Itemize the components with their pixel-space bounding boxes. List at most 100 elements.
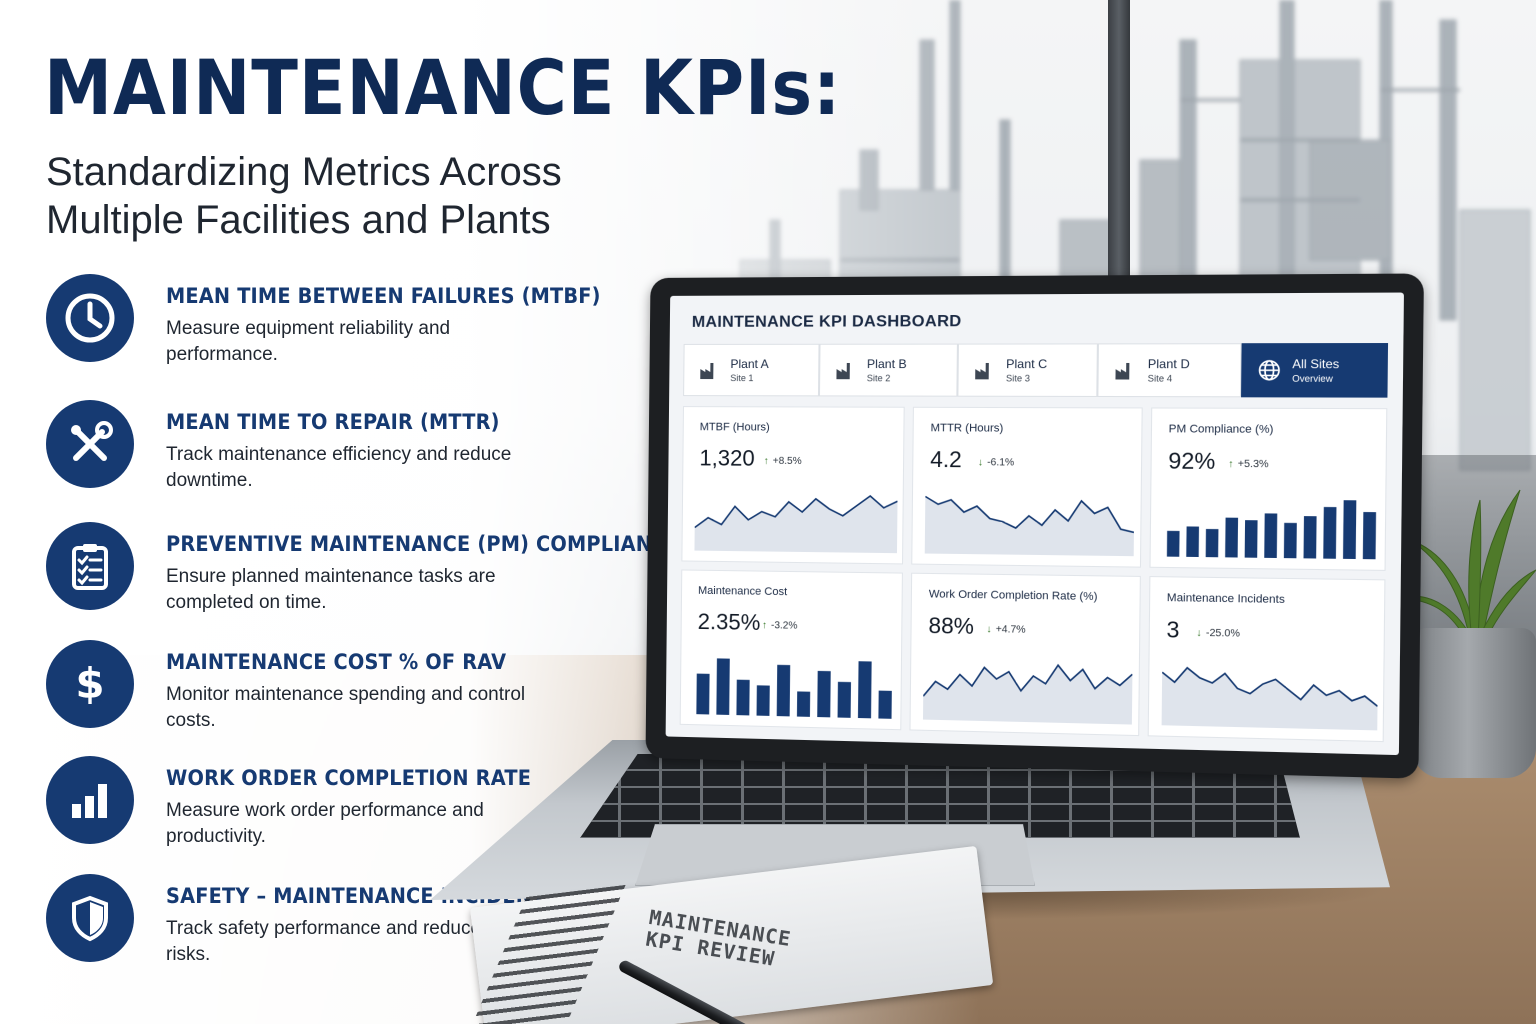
delta-value: +8.5% — [772, 455, 802, 468]
bar-chart-icon — [46, 756, 134, 844]
kpi-title: MEAN TIME BETWEEN FAILURES (MTBF) — [166, 284, 601, 308]
chart-bar — [1362, 512, 1376, 560]
chart-bar — [796, 691, 811, 717]
tab-subtitle: Site 2 — [866, 373, 891, 384]
tab-plant-d[interactable]: Plant D Site 4 — [1097, 343, 1242, 398]
chart-bar — [1342, 500, 1356, 560]
tab-subtitle: Site 3 — [1005, 373, 1031, 384]
card-chart — [925, 492, 1135, 557]
chart-bar — [1244, 520, 1258, 558]
tab-subtitle: Site 1 — [730, 373, 754, 384]
card-value: 92% — [1168, 447, 1216, 475]
card-chart — [1161, 663, 1377, 731]
card-maintenance-incidents[interactable]: Maintenance Incidents 3 ↓ -25.0% — [1147, 576, 1386, 743]
trend-arrow-icon: ↑ — [1228, 458, 1234, 471]
chart-bar — [1224, 517, 1238, 558]
card-label: Maintenance Incidents — [1166, 591, 1285, 607]
card-chart — [923, 658, 1133, 725]
chart-bar — [1263, 513, 1277, 559]
tab-plant-b[interactable]: Plant B Site 2 — [818, 343, 958, 397]
svg-text:$: $ — [75, 659, 104, 708]
card-delta: ↑ -3.2% — [762, 620, 798, 632]
chart-bar — [1322, 506, 1337, 559]
chart-bar — [776, 664, 791, 717]
delta-value: -6.1% — [987, 457, 1015, 469]
dashboard-title: MAINTENANCE KPI DASHBOARD — [691, 312, 962, 331]
chart-area — [694, 494, 898, 554]
kpi-item-mttr: MEAN TIME TO REPAIR (MTTR) Track mainten… — [46, 400, 646, 510]
card-value: 4.2 — [930, 446, 962, 473]
card-pm-compliance[interactable]: PM Compliance (%) 92% ↑ +5.3% — [1149, 407, 1388, 571]
kpi-item-mtbf: MEAN TIME BETWEEN FAILURES (MTBF) Measur… — [46, 274, 646, 384]
card-chart — [696, 658, 892, 719]
card-value: 1,320 — [699, 445, 755, 471]
card-chart — [1166, 500, 1376, 560]
tab-all-sites[interactable]: All Sites Overview — [1241, 343, 1389, 398]
tab-subtitle: Site 4 — [1147, 373, 1173, 384]
delta-value: +4.7% — [995, 624, 1026, 636]
trend-arrow-icon: ↓ — [986, 623, 992, 636]
chart-bar — [1303, 516, 1317, 559]
shield-icon — [46, 874, 134, 962]
dashboard-screen: MAINTENANCE KPI DASHBOARD Plant A Site 1 … — [665, 292, 1404, 756]
trend-arrow-icon: ↑ — [761, 619, 768, 632]
kpi-description: Ensure planned maintenance tasks are com… — [166, 566, 496, 613]
chart-bar — [878, 690, 892, 719]
card-mttr[interactable]: MTTR (Hours) 4.2 ↓ -6.1% — [911, 406, 1143, 568]
card-chart — [694, 490, 898, 554]
card-maintenance-cost[interactable]: Maintenance Cost 2.35% ↑ -3.2% — [679, 569, 904, 731]
card-label: MTBF (Hours) — [699, 421, 770, 434]
card-delta: ↓ -6.1% — [978, 457, 1015, 469]
kpi-item-work-order: WORK ORDER COMPLETION RATE Measure work … — [46, 756, 646, 866]
tab-name: Plant A — [730, 356, 769, 372]
chart-bar — [857, 661, 872, 719]
trend-arrow-icon: ↑ — [763, 455, 769, 467]
kpi-title: MEAN TIME TO REPAIR (MTTR) — [166, 410, 500, 434]
notebook-spiral — [458, 884, 626, 1024]
delta-value: +5.3% — [1237, 458, 1269, 471]
kpi-description: Measure work order performance and produ… — [166, 800, 484, 847]
kpi-description: Monitor maintenance spending and control… — [166, 684, 526, 731]
card-delta: ↓ +4.7% — [986, 624, 1025, 636]
clock-icon — [46, 274, 134, 362]
site-tabs: Plant A Site 1 Plant B Site 2 Plant C Site … — [683, 343, 1389, 398]
factory-icon — [700, 362, 714, 380]
subtitle-line-1: Standardizing Metrics Across — [46, 150, 562, 194]
chart-bar — [1283, 522, 1297, 559]
card-label: PM Compliance (%) — [1168, 423, 1274, 436]
trend-arrow-icon: ↓ — [1196, 627, 1202, 640]
kpi-description: Track maintenance efficiency and reduce … — [166, 444, 512, 491]
tab-name: Plant D — [1147, 356, 1190, 372]
factory-icon — [974, 362, 989, 380]
kpi-title: PREVENTIVE MAINTENANCE (PM) COMPLIANCE — [166, 532, 680, 556]
chart-bar — [736, 679, 750, 716]
kpi-item-pm-compliance: PREVENTIVE MAINTENANCE (PM) COMPLIANCE E… — [46, 522, 680, 632]
chart-bar — [756, 685, 770, 716]
delta-value: -25.0% — [1205, 627, 1240, 640]
tab-plant-a[interactable]: Plant A Site 1 — [683, 343, 820, 397]
card-delta: ↑ +8.5% — [764, 456, 802, 467]
tab-plant-c[interactable]: Plant C Site 3 — [956, 343, 1099, 397]
tab-name: Plant C — [1006, 356, 1048, 372]
page-subtitle: Standardizing Metrics Across Multiple Fa… — [46, 148, 626, 244]
card-delta: ↑ +5.3% — [1228, 459, 1269, 471]
notebook-text: MAINTENANCE KPI REVIEW — [644, 905, 793, 972]
kpi-item-maintenance-cost: $ MAINTENANCE COST % OF RAV Monitor main… — [46, 640, 646, 750]
chart-bar — [837, 681, 851, 718]
kpi-cards-grid: MTBF (Hours) 1,320 ↑ +8.5% MTTR (Hours) 4… — [679, 406, 1388, 743]
plant-leaves — [1400, 489, 1536, 640]
dollar-icon: $ — [46, 640, 134, 728]
plant-pot — [1412, 628, 1536, 778]
clipboard-checklist-icon — [46, 522, 134, 610]
card-value: 2.35% — [697, 608, 761, 636]
card-label: Maintenance Cost — [697, 584, 788, 599]
delta-value: -3.2% — [770, 620, 798, 632]
page-title: MAINTENANCE KPIs: — [44, 43, 842, 132]
factory-icon — [1115, 362, 1130, 380]
card-mtbf[interactable]: MTBF (Hours) 1,320 ↑ +8.5% — [681, 406, 906, 565]
card-work-order-completion[interactable]: Work Order Completion Rate (%) 88% ↓ +4.7… — [909, 572, 1141, 737]
card-value: 3 — [1166, 616, 1180, 643]
chart-bar — [1205, 528, 1219, 558]
tab-subtitle: Overview — [1292, 373, 1333, 384]
trend-arrow-icon: ↓ — [977, 457, 983, 469]
